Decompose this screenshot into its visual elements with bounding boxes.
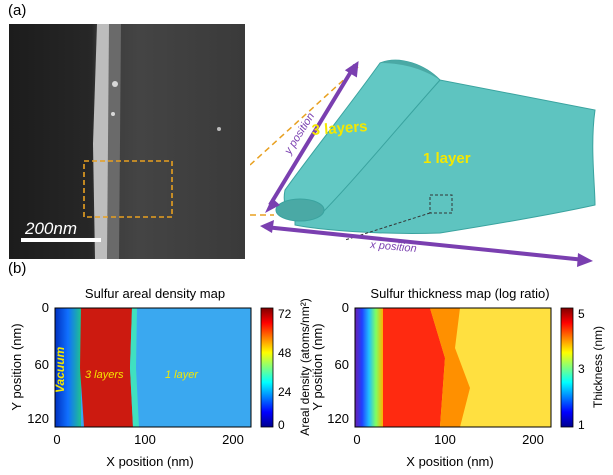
density-map: Sulfur areal density map Vacuum 3 layers… bbox=[9, 286, 312, 469]
one-layer-label: 1 layer bbox=[423, 150, 471, 167]
thickness-y-tick: 120 bbox=[327, 411, 349, 426]
thickness-colorbar-label: Thickness (nm) bbox=[591, 326, 605, 408]
density-cbar-tick: 0 bbox=[278, 418, 285, 432]
density-x-axis-label: X position (nm) bbox=[106, 454, 193, 469]
density-fold-edge bbox=[130, 308, 139, 427]
scale-bar bbox=[21, 238, 101, 242]
thickness-cbar-tick: 1 bbox=[578, 418, 585, 432]
thickness-fold-edge bbox=[430, 308, 470, 427]
density-map-frame bbox=[54, 307, 252, 428]
zoom-line-top bbox=[250, 64, 361, 166]
fold-edge bbox=[380, 60, 440, 80]
x-arrow-head-left bbox=[260, 220, 274, 233]
density-x-tick: 0 bbox=[53, 432, 60, 447]
density-cbar-tick: 72 bbox=[278, 307, 292, 321]
thickness-x-axis-label: X position (nm) bbox=[406, 454, 493, 469]
thickness-map-frame bbox=[354, 307, 552, 428]
x-arrow-head-right bbox=[577, 253, 593, 267]
density-y-tick: 120 bbox=[27, 411, 49, 426]
sem-bright-edge bbox=[93, 24, 111, 259]
thickness-cbar-tick: 3 bbox=[578, 362, 585, 376]
fold-schematic: 3 layers 1 layer y position x position bbox=[250, 59, 596, 267]
density-three-layers-region bbox=[80, 308, 133, 427]
thickness-three-layers-region bbox=[383, 308, 445, 427]
density-y-tick: 60 bbox=[35, 357, 49, 372]
density-cbar-tick: 48 bbox=[278, 346, 292, 360]
density-colorbar-label: Areal density (atoms/nm²) bbox=[298, 298, 312, 435]
density-one-layer-label: 1 layer bbox=[165, 369, 199, 381]
thickness-y-tick: 60 bbox=[335, 357, 349, 372]
x-axis-arrow bbox=[264, 225, 586, 262]
sem-fold-shadow bbox=[107, 24, 121, 259]
density-cbar-tick: 24 bbox=[278, 385, 292, 399]
density-y-tick: 0 bbox=[42, 300, 49, 315]
sem-zoom-box bbox=[83, 160, 173, 218]
vacuum-label: Vacuum bbox=[53, 346, 67, 393]
sem-particle bbox=[217, 127, 221, 131]
y-axis-arrow bbox=[268, 63, 357, 207]
thickness-y-axis-label: Y position (nm) bbox=[310, 323, 325, 410]
panel-a-label: (a) bbox=[8, 2, 27, 19]
scale-bar-label: 200nm bbox=[24, 219, 77, 238]
x-position-label: x position bbox=[369, 239, 417, 255]
density-y-axis-label: Y position (nm) bbox=[9, 323, 24, 410]
y-arrow-head-top bbox=[344, 60, 359, 78]
density-colorbar bbox=[260, 307, 274, 428]
thickness-cbar-tick: 5 bbox=[578, 307, 585, 321]
density-map-title: Sulfur areal density map bbox=[85, 286, 225, 301]
unit-cell-box bbox=[429, 194, 453, 214]
thickness-x-tick: 200 bbox=[522, 432, 544, 447]
density-three-layers-label: 3 layers bbox=[85, 369, 124, 381]
thickness-map: Sulfur thickness map (log ratio) 0 60 12… bbox=[310, 286, 605, 469]
sem-image: 200nm bbox=[9, 24, 245, 259]
panel-b-label: (b) bbox=[8, 260, 27, 277]
sem-particle bbox=[112, 81, 118, 87]
thickness-vacuum-region bbox=[355, 308, 383, 427]
thickness-colorbar bbox=[560, 307, 574, 428]
density-vacuum-region bbox=[55, 308, 81, 427]
thickness-x-tick: 0 bbox=[353, 432, 360, 447]
thickness-x-tick: 100 bbox=[434, 432, 456, 447]
thickness-map-title: Sulfur thickness map (log ratio) bbox=[370, 286, 549, 301]
density-x-tick: 200 bbox=[222, 432, 244, 447]
y-arrow-head-bottom bbox=[265, 198, 280, 213]
three-layers-label: 3 layers bbox=[311, 118, 368, 139]
fold-roll-end bbox=[275, 198, 325, 222]
density-x-tick: 100 bbox=[134, 432, 156, 447]
thickness-y-tick: 0 bbox=[342, 300, 349, 315]
sem-particle bbox=[111, 112, 115, 116]
panel-b-maps: Sulfur areal density map Vacuum 3 layers… bbox=[9, 286, 605, 469]
sem-background bbox=[9, 24, 245, 259]
